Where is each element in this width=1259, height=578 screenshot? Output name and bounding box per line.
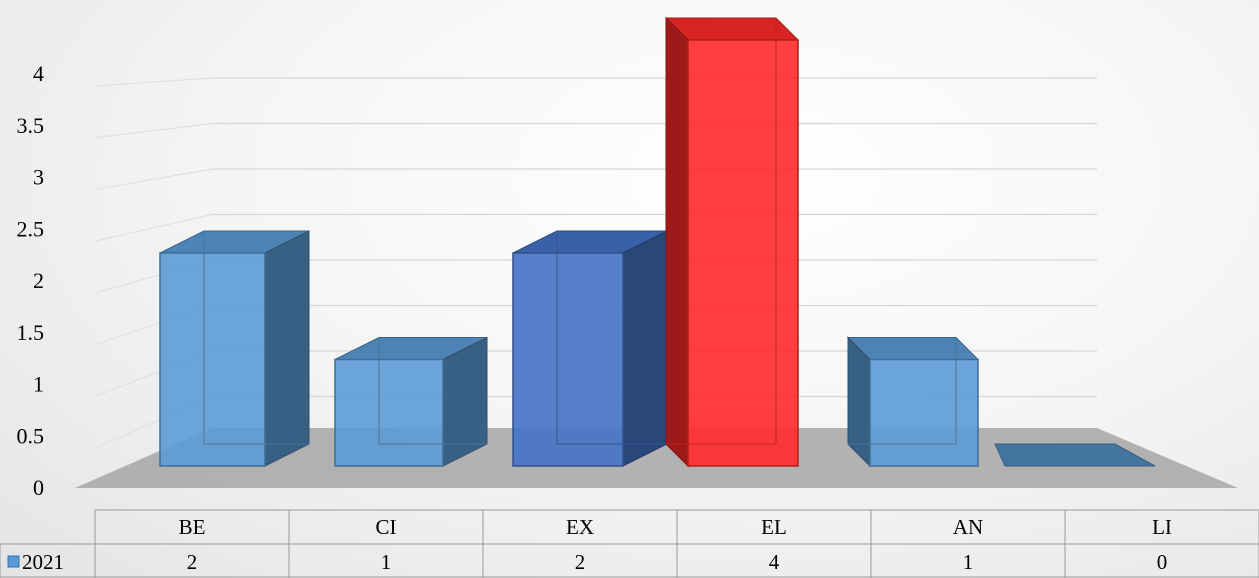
bar-an (846, 336, 980, 468)
bar-top-face (664, 17, 800, 41)
data-table-value: 2 (187, 550, 198, 574)
y-tick-label: 4 (33, 61, 44, 86)
bar-ex (512, 230, 668, 467)
bar-el (664, 16, 800, 468)
bar-side-face (847, 336, 871, 468)
bar-be (159, 230, 310, 467)
bar-top-face (846, 337, 980, 360)
bar-side-face (442, 336, 488, 467)
data-table-value: 2 (575, 550, 586, 574)
y-tick-label: 3.5 (17, 113, 45, 138)
bar-front-face (869, 358, 979, 467)
gridline-side (94, 168, 213, 191)
bar-front-face (334, 358, 444, 467)
x-category-label: AN (953, 515, 983, 539)
y-tick-label: 3 (33, 165, 44, 190)
bar-side-face (264, 230, 310, 467)
y-tick-label: 0 (33, 475, 44, 500)
bar-li (994, 443, 1156, 467)
bar-side-face (665, 16, 689, 468)
x-category-label: BE (179, 515, 206, 539)
y-tick-label: 0.5 (17, 423, 45, 448)
y-axis: 0 0.5 1 1.5 2 2.5 3 3.5 4 (17, 61, 45, 500)
gridline-side (94, 77, 213, 87)
data-table-value: 1 (963, 550, 974, 574)
gridline-side (94, 122, 213, 139)
data-table-value: 1 (381, 550, 392, 574)
x-category-label: CI (376, 515, 397, 539)
data-table-value: 0 (1157, 550, 1168, 574)
data-table: BE 2 CI 1 EX 2 EL 4 AN 1 LI 0 2021 (0, 509, 1259, 578)
data-table-value: 4 (769, 550, 780, 574)
y-tick-label: 2.5 (17, 216, 45, 241)
legend-key-2021 (7, 555, 20, 568)
x-category-label: EX (566, 515, 594, 539)
bar-side-face (622, 230, 668, 467)
y-tick-label: 2 (33, 268, 44, 293)
bar-face-flat (994, 443, 1156, 467)
bar-front-face (687, 39, 799, 467)
bar-front-face (159, 252, 266, 467)
bar-front-face (512, 252, 624, 467)
y-tick-label: 1 (33, 372, 44, 397)
legend-series-name: 2021 (22, 550, 64, 574)
x-category-label: LI (1152, 515, 1172, 539)
x-category-label: EL (761, 515, 787, 539)
bars (159, 16, 1156, 468)
gridline-side (94, 213, 213, 242)
y-tick-label: 1.5 (17, 320, 45, 345)
bar-ci (334, 336, 488, 467)
